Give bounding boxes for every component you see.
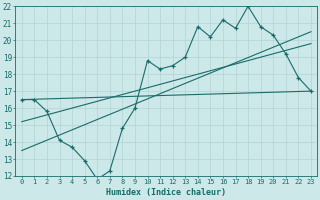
X-axis label: Humidex (Indice chaleur): Humidex (Indice chaleur) [106,188,226,197]
